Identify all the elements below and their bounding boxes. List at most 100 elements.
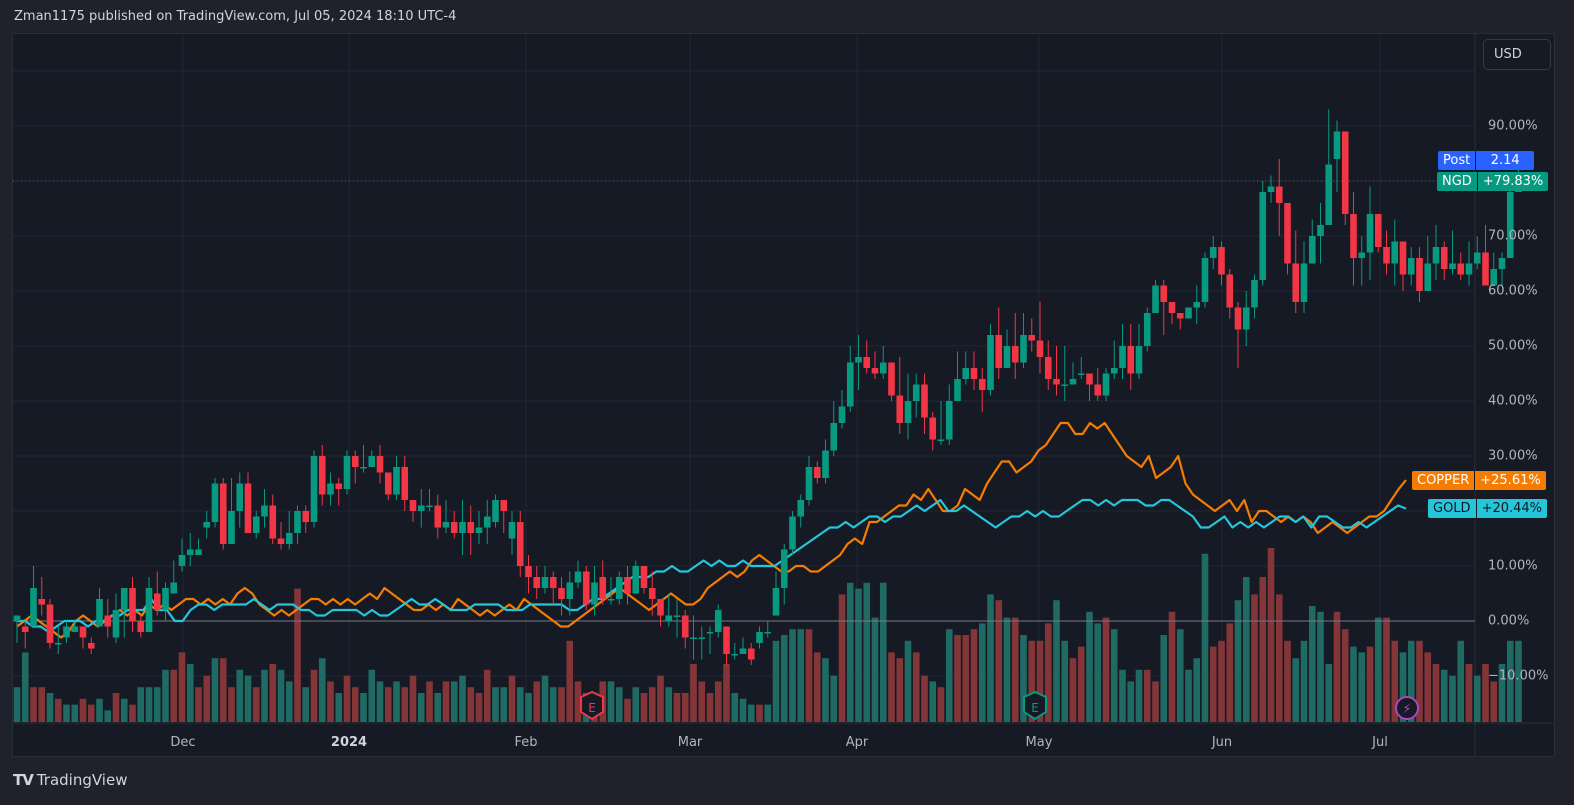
candle-body	[624, 577, 631, 594]
volume-bar	[368, 669, 376, 722]
candle-up	[1069, 362, 1077, 385]
volume-bar	[723, 664, 730, 722]
candle-body	[467, 522, 475, 533]
candle-body	[780, 549, 788, 588]
volume-bar	[706, 693, 714, 722]
volume-bar	[1366, 646, 1374, 722]
candle-up	[1143, 307, 1151, 352]
candle-down	[648, 571, 656, 616]
time-scale-label: Apr	[845, 735, 869, 750]
candle-down	[1275, 159, 1283, 236]
volume-bar	[129, 704, 136, 722]
volume-bar	[830, 675, 838, 722]
candle-body	[1160, 285, 1168, 302]
volume-bar	[1160, 635, 1168, 722]
candle-body	[657, 599, 664, 616]
candle-down	[549, 571, 557, 605]
volume-bar	[838, 594, 846, 722]
candle-body	[1259, 192, 1267, 280]
candle-down	[401, 456, 409, 511]
candle-up	[1300, 241, 1308, 313]
candle-down	[219, 478, 227, 550]
volume-bar	[1506, 640, 1514, 722]
candle-down	[533, 566, 541, 599]
candle-body	[706, 632, 714, 634]
candle-body	[269, 505, 277, 539]
candle-body	[912, 384, 920, 401]
volume-bar	[1209, 646, 1217, 722]
candle-up	[1465, 241, 1473, 286]
event-markers: E E ⚡	[580, 690, 1419, 721]
volume-bar	[219, 658, 227, 722]
volume-bar	[1061, 640, 1069, 722]
earnings-marker-may[interactable]: E	[1023, 690, 1047, 721]
candle-body	[343, 456, 351, 489]
volume-bar	[1449, 675, 1456, 722]
volume-bar	[1325, 664, 1333, 722]
candle-up	[475, 511, 483, 544]
volume-bar	[1102, 617, 1110, 722]
candle-down	[79, 626, 87, 649]
dividend-marker[interactable]: ⚡	[1395, 696, 1419, 720]
volume-bar	[393, 681, 400, 722]
candle-body	[1176, 313, 1184, 319]
candle-down	[558, 577, 565, 616]
candle-body	[558, 588, 565, 599]
candle-down	[1416, 247, 1423, 302]
lightning-icon: ⚡	[1402, 702, 1411, 717]
earnings-marker-feb[interactable]: E	[580, 690, 604, 721]
tradingview-logo[interactable]: TV TradingView	[13, 771, 127, 789]
candle-down	[104, 599, 112, 638]
volume-bar	[525, 693, 532, 722]
copper-tag-label: COPPER	[1412, 471, 1475, 490]
volume-bar	[945, 629, 953, 722]
volume-bar	[698, 681, 706, 722]
candle-down	[599, 560, 607, 605]
volume-bar	[277, 669, 285, 722]
time-scale-label: Dec	[170, 735, 196, 750]
candle-body	[896, 395, 904, 423]
volume-bar	[657, 675, 664, 722]
candle-body	[797, 500, 805, 517]
volume-bar	[54, 698, 62, 722]
candle-body	[1284, 203, 1291, 264]
candle-body	[954, 379, 961, 401]
volume-bar	[962, 635, 970, 722]
candle-body	[1119, 346, 1126, 368]
volume-bar	[351, 687, 359, 722]
volume-bar	[1226, 623, 1234, 722]
volume-bar	[228, 687, 235, 722]
volume-bar	[252, 687, 260, 722]
volume-bar	[500, 687, 508, 722]
candle-body	[360, 467, 367, 469]
candle-down	[1399, 241, 1407, 291]
volume-bar	[673, 693, 681, 722]
volume-bar	[731, 693, 739, 722]
candle-down	[277, 522, 285, 550]
candle-body	[1077, 373, 1085, 375]
volume-bar	[632, 687, 640, 722]
currency-button[interactable]: USD	[1483, 39, 1551, 70]
candle-up	[1152, 280, 1159, 313]
publish-info: Zman1175 published on TradingView.com, J…	[14, 9, 457, 24]
candle-body	[277, 538, 285, 544]
volume-bars	[13, 548, 1522, 722]
candle-body	[401, 467, 409, 500]
candle-body	[178, 555, 186, 566]
volume-bar	[937, 687, 945, 722]
candle-body	[1407, 258, 1415, 275]
ngd-tag-value: +79.83%	[1476, 172, 1549, 191]
candle-down	[1457, 252, 1465, 280]
candle-body	[203, 522, 211, 528]
candle-body	[294, 511, 301, 533]
candle-up	[1498, 252, 1506, 286]
volume-bar	[1003, 617, 1011, 722]
tradingview-mark-icon: TV	[13, 771, 34, 789]
candle-up	[1135, 324, 1143, 379]
candle-up	[1333, 120, 1341, 192]
candle-up	[71, 621, 79, 632]
volume-bar	[1308, 606, 1316, 722]
lightning-badge-icon	[1395, 696, 1419, 720]
volume-bar	[805, 629, 813, 722]
